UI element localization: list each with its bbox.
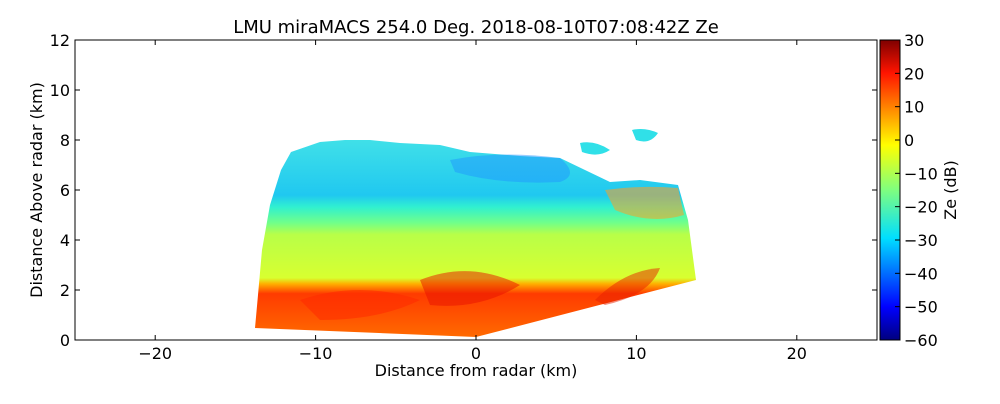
echo-band-upper-right [605,186,684,219]
echo-core-center [420,271,520,306]
x-tick-label: 20 [787,344,807,363]
x-tick-label: −10 [299,344,333,363]
y-tick-label: 10 [50,81,70,100]
colorbar-tick-label: −50 [904,298,938,317]
y-axis-label: Distance Above radar (km) [27,82,46,298]
colorbar-tick-label: 10 [904,98,924,117]
colorbar-tick-label: 20 [904,64,924,83]
y-tick-label: 6 [60,181,70,200]
colorbar-tick-label: −30 [904,231,938,250]
colorbar-ticks: 30 20 10 0 −10 −20 −30 −40 −50 −60 [895,31,938,350]
cloud-fragment-2 [632,129,658,142]
y-axis-ticks: 0 2 4 6 8 10 12 [50,31,877,350]
x-axis-label: Distance from radar (km) [375,361,578,380]
echo-core-right [595,268,660,305]
y-tick-label: 8 [60,131,70,150]
x-tick-label: 0 [471,344,481,363]
colorbar-tick-label: 0 [904,131,914,150]
chart-title: LMU miraMACS 254.0 Deg. 2018-08-10T07:08… [233,17,719,38]
colorbar-tick-label: −20 [904,198,938,217]
colorbar-tick-label: 30 [904,31,924,50]
echo-sector [255,140,696,337]
colorbar-tick-label: −10 [904,164,938,183]
x-tick-label: −20 [138,344,172,363]
reflectivity-field [255,129,696,337]
y-tick-label: 0 [60,331,70,350]
y-tick-label: 12 [50,31,70,50]
echo-cloud-top-blue [450,154,570,183]
y-tick-label: 2 [60,281,70,300]
colorbar-label: Ze (dB) [941,160,960,220]
colorbar-tick-label: −40 [904,264,938,283]
y-tick-label: 4 [60,231,70,250]
colorbar-tick-label: −60 [904,331,938,350]
x-axis-ticks: −20 −10 0 10 20 [138,40,807,363]
cloud-fragment-1 [580,142,610,155]
colorbar [879,39,901,341]
x-tick-label: 10 [626,344,646,363]
echo-core-left [300,290,420,320]
